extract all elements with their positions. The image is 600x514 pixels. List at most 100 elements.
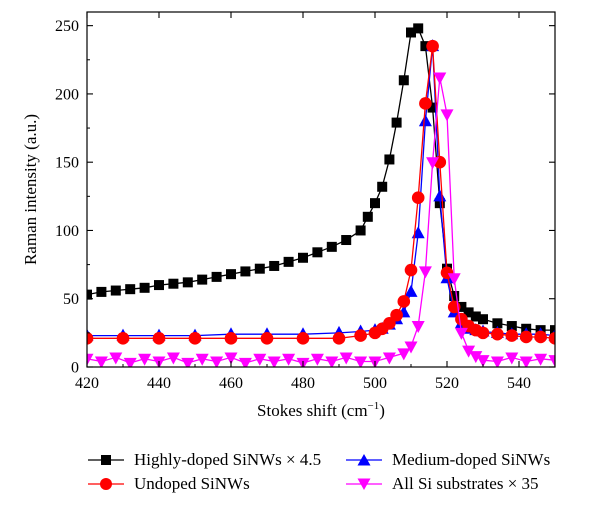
x-tick-label: 520 [435,375,459,392]
data-point [125,284,136,295]
data-point [490,356,504,367]
data-point [195,353,209,366]
data-point [182,277,193,288]
y-tick-label: 100 [55,223,79,240]
y-tick-label: 50 [63,291,79,308]
data-point [418,266,432,279]
x-tick-label: 420 [75,375,99,392]
data-point [420,41,431,52]
series-3 [87,72,555,367]
data-point [154,280,164,291]
data-point [283,256,294,267]
data-point [166,352,180,365]
data-point [116,332,130,345]
y-tick-label: 150 [55,155,79,172]
x-tick-label: 440 [147,375,171,392]
data-point [211,271,222,282]
data-point [550,325,555,336]
data-point [370,198,380,209]
data-point [390,308,403,322]
data-point [447,273,461,286]
legend-label: Medium-doped SiNWs [392,450,551,469]
plot-frame [86,11,556,368]
data-point [240,266,251,277]
data-point [411,321,425,334]
data-point [382,352,396,365]
data-point [310,353,324,366]
data-point [383,317,396,330]
x-axis-label-tail: ) [379,401,385,420]
x-axis-label: Stokes shift (cm−1) [257,400,385,420]
series-0 [87,23,555,336]
data-point [411,226,425,239]
data-point [391,117,402,128]
legend-item-medium-doped: Medium-doped SiNWs [346,448,550,472]
data-point [325,356,339,367]
data-point [491,327,504,341]
data-point [139,282,150,293]
data-point [519,330,533,344]
data-point [505,329,519,342]
data-point [332,332,346,345]
data-point [454,327,468,340]
data-point [462,345,476,358]
data-point [440,109,454,122]
y-tick-label: 0 [71,360,79,377]
data-point [476,355,490,367]
x-axis-label-superscript: −1 [368,400,380,412]
data-point [449,291,460,301]
data-point [426,157,440,170]
data-point [534,353,548,366]
data-point [210,356,224,367]
data-point [298,252,308,263]
series-2 [87,39,555,341]
data-point [413,23,424,34]
data-point [404,284,418,297]
data-point [282,353,296,366]
data-point [96,286,107,297]
data-point [398,75,409,86]
data-point [456,301,467,312]
data-point [94,356,108,367]
legend-label: Undoped SiNWs [134,474,250,493]
legend-swatch-highly-doped [88,452,124,468]
data-point [433,189,447,202]
data-point [123,357,137,367]
data-point [362,211,373,222]
data-point [87,332,94,345]
legend-item-undoped: Undoped SiNWs [88,472,250,496]
data-point [404,263,418,277]
data-point [197,274,208,285]
data-point [548,332,555,345]
legend-label: All Si substrates × 35 [392,474,539,493]
data-point [339,352,353,365]
data-point [418,114,432,127]
x-axis-label-main: Stokes shift (cm [257,401,368,420]
data-point [397,348,411,361]
data-point [224,352,238,365]
data-point [260,332,274,345]
data-point [492,318,503,329]
data-point [354,356,368,367]
data-point [463,307,474,318]
data-point [469,351,483,364]
data-point [312,247,323,258]
data-point [519,356,533,367]
data-point [152,332,166,345]
data-point [411,191,425,204]
series-1 [87,39,555,345]
data-point [181,357,195,367]
legend-label: Highly-doped SiNWs × 4.5 [134,450,322,469]
legend-item-highly-doped: Highly-doped SiNWs × 4.5 [88,448,321,472]
x-tick-label: 480 [291,375,315,392]
data-point [168,278,179,289]
data-point [326,241,337,252]
plot-series [87,23,555,367]
data-point [505,352,519,365]
x-tick-label: 460 [219,375,243,392]
data-point [296,332,310,345]
data-point [384,154,395,165]
data-point [404,341,418,354]
data-point [355,225,366,236]
data-point [377,181,388,192]
